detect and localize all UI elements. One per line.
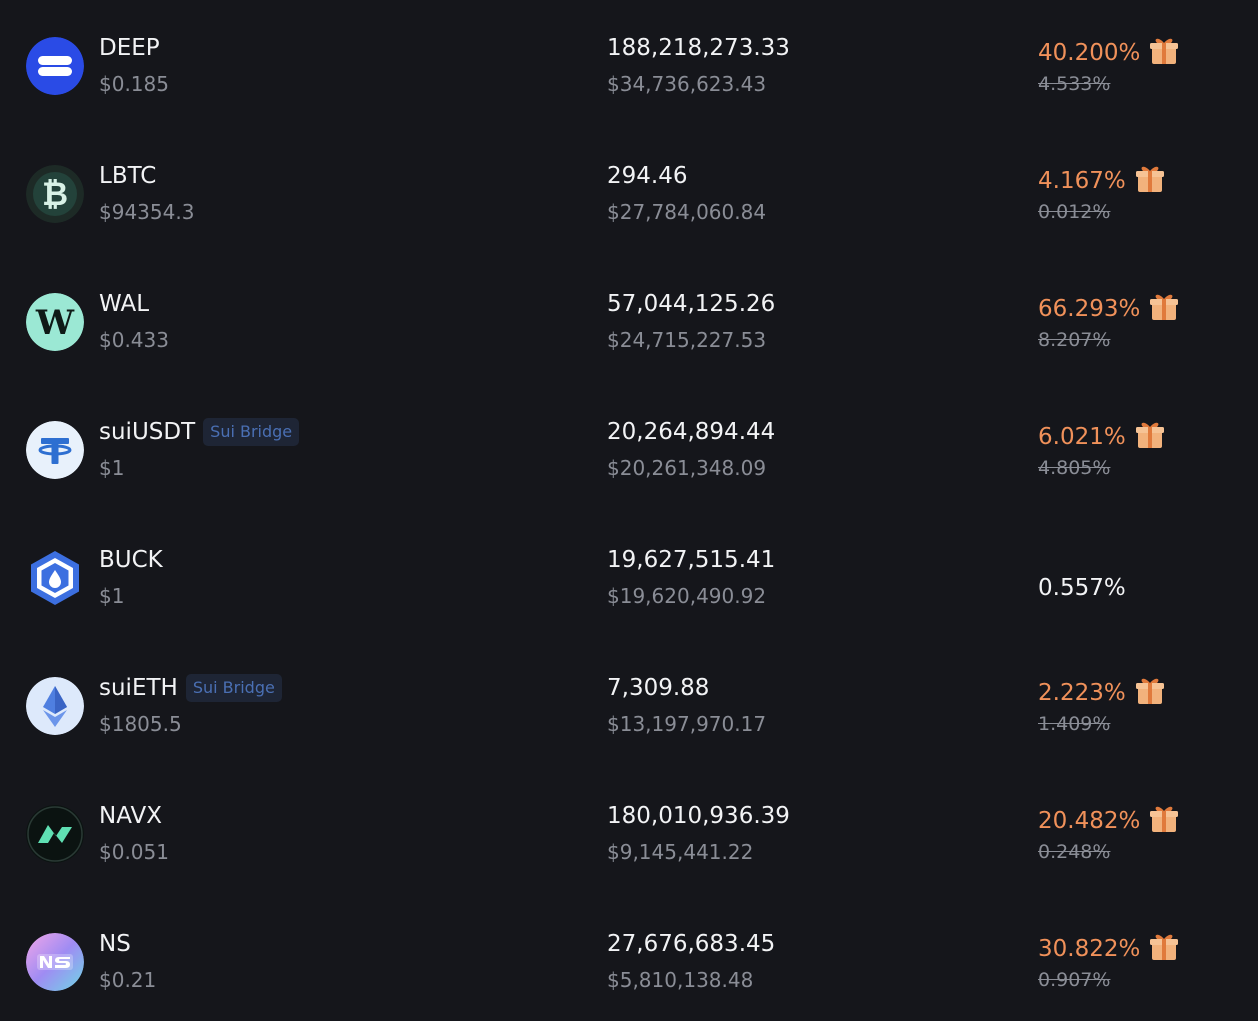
supply-value: $9,145,441.22 <box>607 840 754 864</box>
navx-logo-icon <box>26 805 84 863</box>
gift-icon[interactable] <box>1134 674 1166 706</box>
supply-amount: 294.46 <box>607 163 688 189</box>
asset-price: $1 <box>99 456 125 480</box>
lbtc-logo-icon: ₿ <box>26 165 84 223</box>
asset-row-deep[interactable]: DEEP $0.185 188,218,273.33 $34,736,623.4… <box>0 0 1258 128</box>
base-apy: 1.409% <box>1038 713 1111 735</box>
supply-apy: 0.557% <box>1038 575 1126 601</box>
boosted-apy: 2.223% <box>1038 674 1166 707</box>
asset-price: $0.185 <box>99 72 169 96</box>
asset-row-navx[interactable]: NAVX $0.051 180,010,936.39 $9,145,441.22… <box>0 768 1258 896</box>
sui-bridge-badge: Sui Bridge <box>203 418 300 446</box>
asset-price: $0.051 <box>99 840 169 864</box>
asset-symbol: suiETH Sui Bridge <box>99 674 282 702</box>
gift-icon[interactable] <box>1148 930 1180 962</box>
gift-icon[interactable] <box>1148 290 1180 322</box>
buck-logo-icon <box>26 549 84 607</box>
supply-value: $20,261,348.09 <box>607 456 767 480</box>
usdt-logo-icon <box>26 421 84 479</box>
svg-text:₿: ₿ <box>42 175 68 213</box>
asset-symbol: suiUSDT Sui Bridge <box>99 418 300 446</box>
boosted-apy: 66.293% <box>1038 290 1180 323</box>
asset-symbol: NS <box>99 931 131 957</box>
asset-row-ns[interactable]: NS $0.21 27,676,683.45 $5,810,138.48 30.… <box>0 896 1258 1021</box>
asset-price: $1 <box>99 584 125 608</box>
asset-price: $0.433 <box>99 328 169 352</box>
supply-value: $5,810,138.48 <box>607 968 754 992</box>
asset-price: $1805.5 <box>99 712 182 736</box>
asset-price: $94354.3 <box>99 200 195 224</box>
gift-icon[interactable] <box>1134 162 1166 194</box>
supply-value: $13,197,970.17 <box>607 712 767 736</box>
supply-value: $24,715,227.53 <box>607 328 767 352</box>
supply-amount: 19,627,515.41 <box>607 547 776 573</box>
asset-symbol: BUCK <box>99 547 163 573</box>
boosted-apy: 6.021% <box>1038 418 1166 451</box>
supply-value: $19,620,490.92 <box>607 584 767 608</box>
svg-text:W: W <box>35 303 75 343</box>
asset-row-buck[interactable]: BUCK $1 19,627,515.41 $19,620,490.92 0.5… <box>0 512 1258 640</box>
boosted-apy: 20.482% <box>1038 802 1180 835</box>
deep-logo-icon <box>26 37 84 95</box>
base-apy: 4.805% <box>1038 457 1111 479</box>
asset-row-suieth[interactable]: suiETH Sui Bridge $1805.5 7,309.88 $13,19… <box>0 640 1258 768</box>
sui-bridge-badge: Sui Bridge <box>185 674 282 702</box>
base-apy: 0.012% <box>1038 201 1111 223</box>
asset-symbol: LBTC <box>99 163 157 189</box>
supply-amount: 188,218,273.33 <box>607 35 790 61</box>
asset-symbol: NAVX <box>99 803 162 829</box>
boosted-apy: 4.167% <box>1038 162 1166 195</box>
asset-row-lbtc[interactable]: ₿ LBTC $94354.3 294.46 $27,784,060.84 4.… <box>0 128 1258 256</box>
supply-amount: 7,309.88 <box>607 675 710 701</box>
supply-value: $27,784,060.84 <box>607 200 767 224</box>
eth-logo-icon <box>26 677 84 735</box>
supply-amount: 57,044,125.26 <box>607 291 776 317</box>
asset-symbol: DEEP <box>99 35 160 61</box>
base-apy: 0.248% <box>1038 841 1111 863</box>
base-apy: 8.207% <box>1038 329 1111 351</box>
supply-amount: 27,676,683.45 <box>607 931 776 957</box>
supply-value: $34,736,623.43 <box>607 72 767 96</box>
gift-icon[interactable] <box>1148 34 1180 66</box>
base-apy: 0.907% <box>1038 969 1111 991</box>
asset-symbol: WAL <box>99 291 150 317</box>
supply-amount: 20,264,894.44 <box>607 419 776 445</box>
boosted-apy: 30.822% <box>1038 930 1180 963</box>
base-apy: 4.533% <box>1038 73 1111 95</box>
asset-price: $0.21 <box>99 968 157 992</box>
gift-icon[interactable] <box>1134 418 1166 450</box>
asset-row-suiusdt[interactable]: suiUSDT Sui Bridge $1 20,264,894.44 $20,2… <box>0 384 1258 512</box>
boosted-apy: 40.200% <box>1038 34 1180 67</box>
gift-icon[interactable] <box>1148 802 1180 834</box>
ns-logo-icon <box>26 933 84 991</box>
supply-amount: 180,010,936.39 <box>607 803 790 829</box>
asset-row-wal[interactable]: W WAL $0.433 57,044,125.26 $24,715,227.5… <box>0 256 1258 384</box>
wal-logo-icon: W <box>26 293 84 351</box>
